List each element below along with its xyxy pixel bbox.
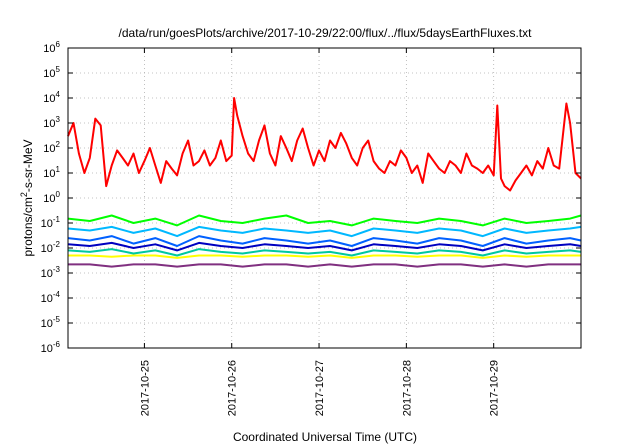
y-tick-label-base: 10 [41, 318, 53, 330]
series-line [67, 225, 582, 238]
y-tick-label-base: 10 [41, 218, 53, 230]
y-tick-label-exponent: 1 [56, 165, 61, 174]
y-tick-label-exponent: 3 [56, 115, 61, 124]
y-tick-label: 103 [43, 115, 60, 130]
y-tick-label-exponent: 0 [56, 190, 61, 199]
y-tick-label-base: 10 [43, 193, 55, 205]
y-tick-label-base: 10 [43, 43, 55, 55]
y-tick-label-base: 10 [43, 93, 55, 105]
y-tick-label: 10-6 [41, 340, 61, 355]
y-tick-label: 10-3 [41, 265, 61, 280]
y-axis-ticks: 10610510410310210110010-110-210-310-410-… [41, 40, 581, 355]
x-tick-label: 2017-10-25 [139, 360, 151, 416]
series-line [67, 214, 582, 227]
series-line [68, 254, 581, 259]
series-line [67, 97, 582, 192]
x-tick-label: 2017-10-29 [489, 360, 501, 416]
x-tick-label: 2017-10-28 [401, 360, 413, 416]
y-tick-label-exponent: -5 [53, 315, 61, 324]
y-tick-label: 105 [43, 65, 60, 80]
y-tick-label-base: 10 [43, 118, 55, 130]
y-axis-label: protons/cm2-s-sr-MeV [19, 139, 35, 256]
x-axis-ticks: 2017-10-25 2017-10-26 2017-10-27 2017-10-28… [139, 48, 501, 416]
y-tick-label-exponent: 4 [56, 90, 61, 99]
series-line [68, 263, 581, 268]
grid-lines [68, 48, 581, 348]
y-tick-label-exponent: 2 [56, 140, 61, 149]
series-line [67, 248, 582, 257]
y-tick-label: 104 [43, 90, 60, 105]
y-tick-label: 106 [43, 40, 60, 55]
y-tick-label-base: 10 [41, 343, 53, 355]
y-tick-label: 10-4 [41, 290, 61, 305]
y-tick-label: 101 [43, 165, 60, 180]
chart-title: /data/run/goesPlots/archive/2017-10-29/2… [119, 26, 533, 40]
y-axis-label-base: protons/cm [21, 197, 35, 256]
y-tick-label: 100 [43, 190, 60, 205]
y-tick-label: 10-2 [41, 240, 61, 255]
y-tick-label-base: 10 [41, 293, 53, 305]
y-tick-label: 10-5 [41, 315, 61, 330]
x-tick-label: 2017-10-26 [227, 360, 239, 416]
y-tick-label-base: 10 [43, 168, 55, 180]
y-tick-label-exponent: -3 [53, 265, 61, 274]
y-tick-label-base: 10 [41, 243, 53, 255]
y-tick-label-exponent: -4 [53, 290, 61, 299]
y-axis-label-rest: -s-sr-MeV [21, 139, 35, 192]
y-tick-label: 10-1 [41, 215, 61, 230]
y-tick-label: 102 [43, 140, 60, 155]
y-tick-label-exponent: 6 [56, 40, 61, 49]
y-tick-label-exponent: 5 [56, 65, 61, 74]
y-axis-label-superscript: 2 [19, 192, 29, 197]
x-axis-label: Coordinated Universal Time (UTC) [233, 430, 417, 444]
y-tick-label-base: 10 [43, 68, 55, 80]
y-tick-label-base: 10 [41, 268, 53, 280]
y-tick-label-exponent: -6 [53, 340, 61, 349]
series-line [67, 235, 582, 247]
series-line [67, 241, 582, 252]
plot-series [67, 97, 582, 268]
y-tick-label-exponent: -2 [53, 240, 61, 249]
y-tick-label-base: 10 [43, 143, 55, 155]
x-tick-label: 2017-10-27 [314, 360, 326, 416]
y-tick-label-exponent: -1 [53, 215, 61, 224]
